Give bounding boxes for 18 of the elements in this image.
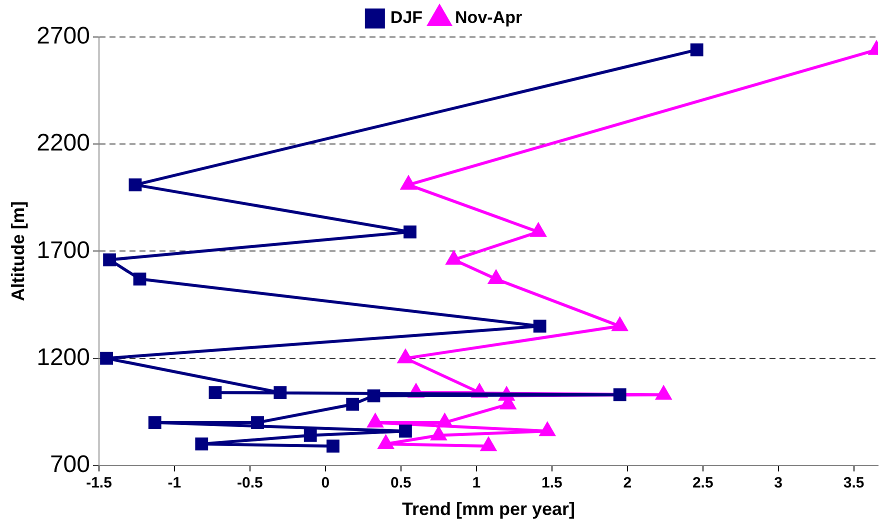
x-tick-label: 0.5 — [390, 474, 412, 492]
y-tick-label: 1700 — [36, 236, 90, 264]
y-tick-label: 1200 — [36, 344, 90, 371]
x-tick-label: 0 — [321, 474, 330, 492]
x-tick-label: 2 — [623, 474, 632, 492]
x-tick-label: 1 — [472, 474, 481, 492]
y-axis-title: Altitude [m] — [8, 201, 28, 302]
x-tick-label: 3 — [774, 474, 783, 492]
x-tick-label: 3.5 — [843, 474, 864, 492]
x-tick-label: 2.5 — [692, 474, 714, 492]
x-tick-label: -0.5 — [237, 474, 263, 492]
legend-label: Nov-Apr — [455, 8, 522, 28]
x-tick-label: -1 — [168, 474, 182, 492]
legend-label: DJF — [390, 8, 423, 28]
y-tick-label: 2200 — [36, 130, 90, 157]
y-tick-label: 2700 — [36, 22, 90, 50]
x-tick-label: 1.5 — [541, 474, 562, 492]
x-axis-title: Trend [mm per year] — [402, 499, 576, 520]
